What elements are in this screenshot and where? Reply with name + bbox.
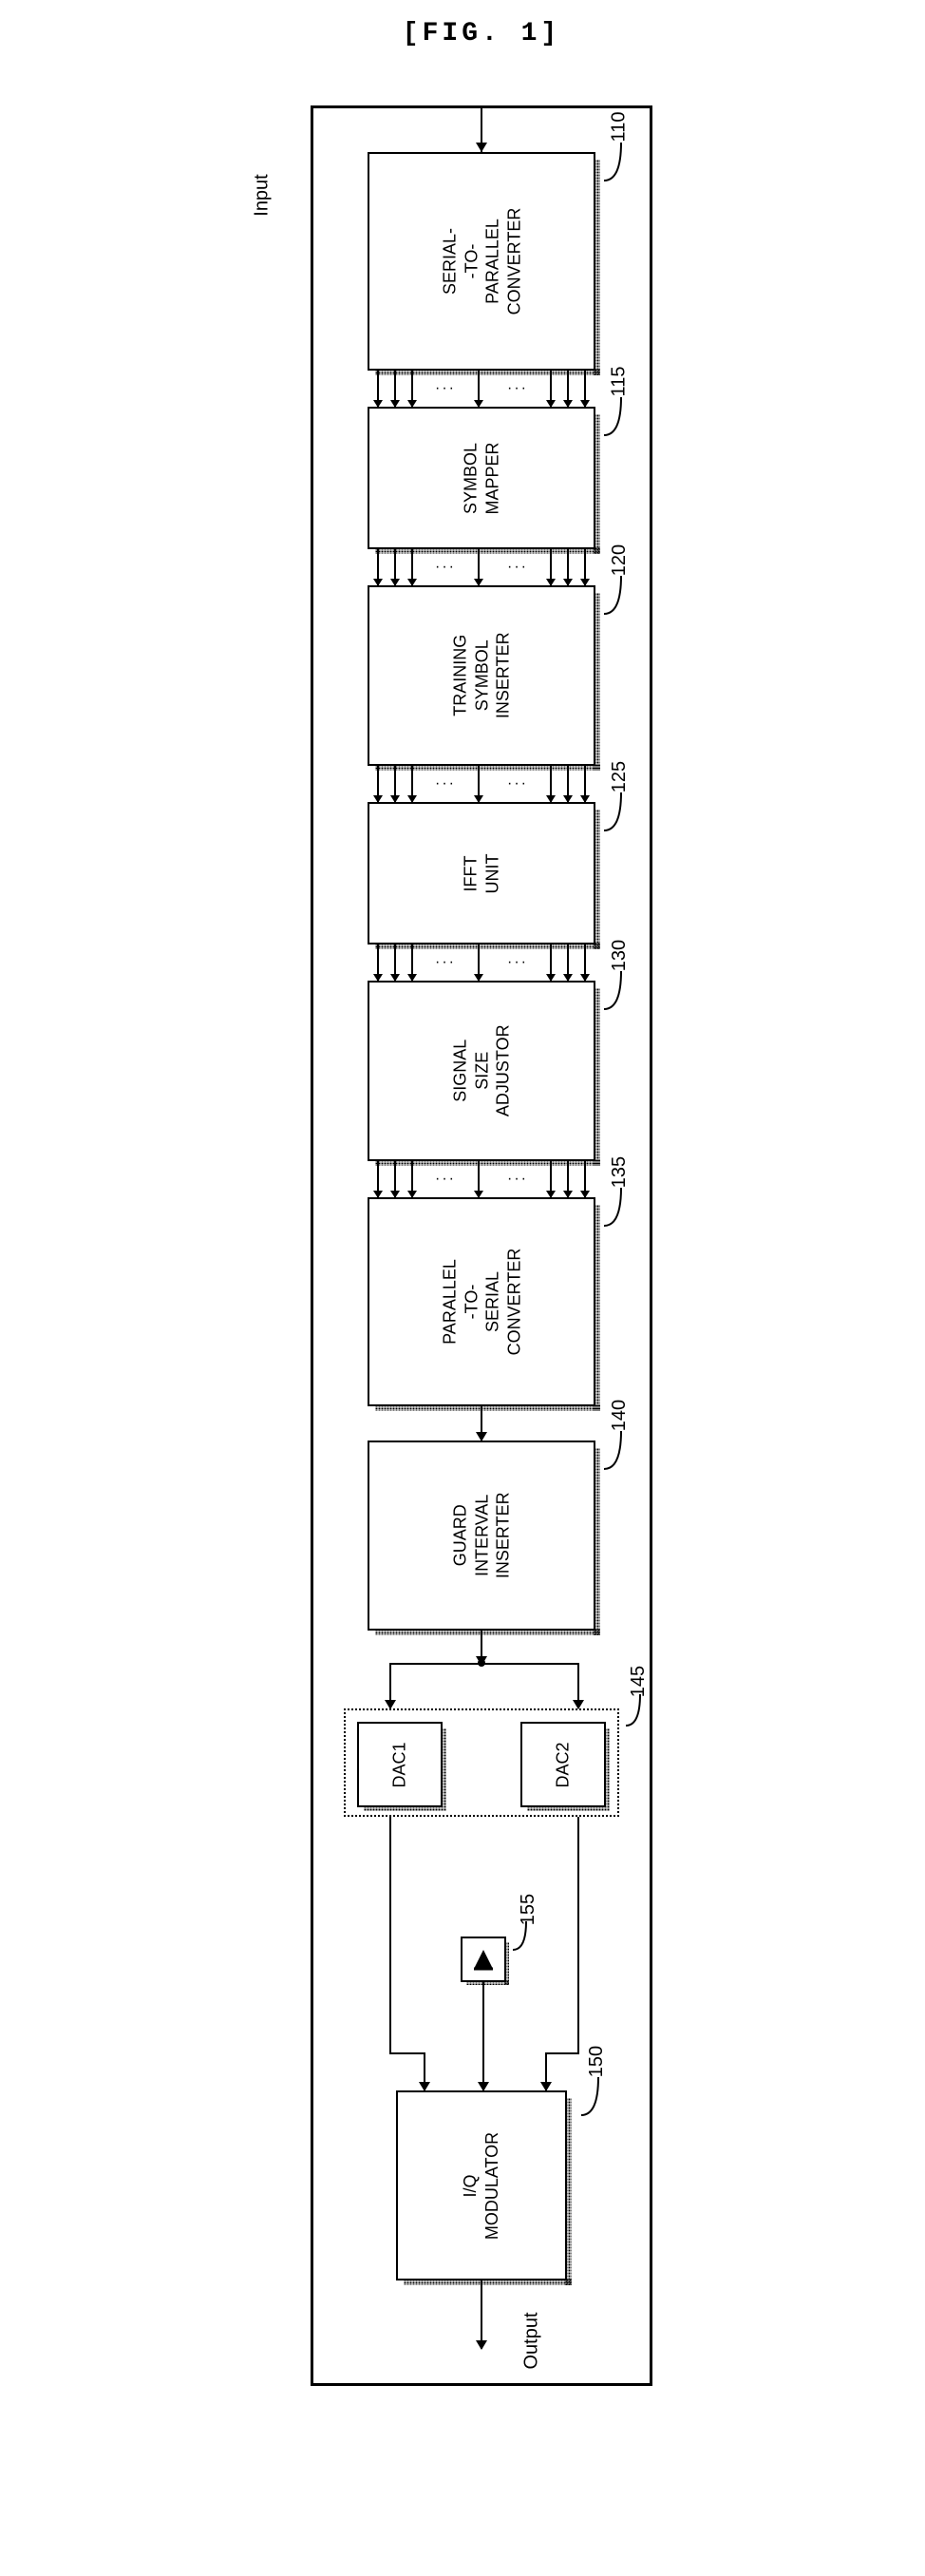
block-guard-interval-inserter: GUARD INTERVAL INSERTER	[368, 1441, 595, 1631]
dac2-label: DAC2	[553, 1742, 573, 1787]
wire-osc-to-iq	[482, 1982, 484, 2090]
block-dac1: DAC1	[357, 1722, 443, 1807]
ref-115: 115	[608, 367, 630, 397]
block-label: I/Q MODULATOR	[461, 2131, 503, 2239]
block-label: SIGNAL SIZE ADJUSTOR	[449, 1025, 514, 1117]
wire-dac1-down	[389, 1817, 391, 2054]
wire-dac2-into-iq	[545, 2052, 547, 2090]
block-label: SYMBOL MAPPER	[461, 442, 503, 514]
block-training-symbol-inserter: TRAINING SYMBOL INSERTER	[368, 585, 595, 766]
figure-title: [FIG. 1]	[19, 19, 925, 48]
block-label: SERIAL- -TO- PARALLEL CONVERTER	[439, 208, 524, 315]
leader-115	[598, 391, 640, 441]
block-ifft: IFFT UNIT	[368, 802, 595, 945]
arrow-single-1	[481, 1406, 482, 1441]
arrow-bank-5: ··· ···	[368, 1161, 595, 1197]
wire-dac1-into-iq	[424, 2052, 425, 2090]
leader-140	[598, 1425, 640, 1475]
block-label: TRAINING SYMBOL INSERTER	[449, 633, 514, 719]
ref-110: 110	[608, 112, 630, 143]
leader-125	[598, 787, 640, 836]
block-label: PARALLEL -TO- SERIAL CONVERTER	[439, 1249, 524, 1356]
ref-155: 155	[518, 1894, 539, 1925]
arrow-bank-2: ··· ···	[368, 549, 595, 585]
leader-110	[598, 137, 640, 186]
ref-140: 140	[609, 1400, 631, 1431]
diagram-frame: Input SERIAL- -TO- PARALLEL CONVERTER 11…	[311, 105, 652, 2386]
arrow-bank-4: ··· ···	[368, 945, 595, 981]
wire-dac2-down	[577, 1817, 579, 2054]
dac-group: DAC1 DAC2	[344, 1708, 619, 1817]
block-iq-modulator: I/Q MODULATOR	[396, 2090, 567, 2280]
wire-to-dac2	[577, 1663, 579, 1708]
ref-145: 145	[628, 1666, 650, 1697]
block-serial-to-parallel: SERIAL- -TO- PARALLEL CONVERTER	[368, 152, 595, 371]
leader-130	[598, 965, 640, 1015]
ref-150: 150	[586, 2046, 608, 2077]
block-signal-size-adjustor: SIGNAL SIZE ADJUSTOR	[368, 981, 595, 1161]
block-parallel-to-serial: PARALLEL -TO- SERIAL CONVERTER	[368, 1197, 595, 1406]
dac1-label: DAC1	[389, 1742, 409, 1787]
leader-135	[598, 1182, 640, 1231]
block-label: IFFT UNIT	[461, 853, 503, 893]
output-label: Output	[521, 2312, 543, 2369]
block-label: GUARD INTERVAL INSERTER	[449, 1493, 514, 1579]
block-dac2: DAC2	[520, 1722, 606, 1807]
wire-dac1-h	[389, 2052, 424, 2054]
wire-dac2-h	[545, 2052, 579, 2054]
oscillator	[461, 1937, 506, 1982]
ref-120: 120	[609, 544, 631, 576]
wire-to-dac1	[389, 1663, 391, 1708]
block-symbol-mapper: SYMBOL MAPPER	[368, 407, 595, 549]
input-label: Input	[252, 174, 274, 216]
ref-135: 135	[609, 1156, 631, 1188]
leader-150	[576, 2071, 617, 2121]
output-arrow	[481, 2280, 482, 2349]
ref-130: 130	[609, 940, 631, 971]
arrow-bank-3: ··· ···	[368, 766, 595, 802]
arrow-bank-1: ··· ···	[368, 371, 595, 407]
fork-hline	[389, 1663, 579, 1665]
ref-125: 125	[609, 761, 631, 792]
leader-120	[598, 570, 640, 620]
